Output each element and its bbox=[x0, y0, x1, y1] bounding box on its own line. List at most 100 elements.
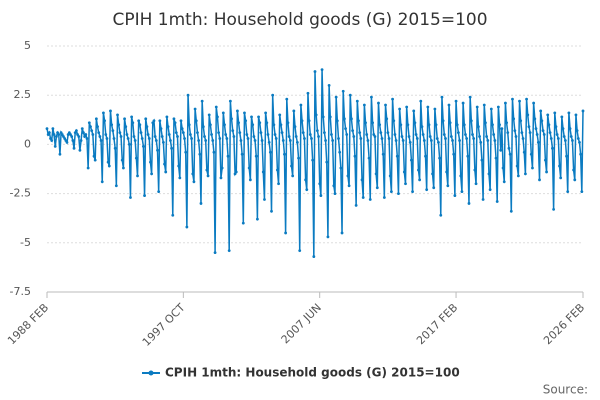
point bbox=[573, 178, 577, 182]
point bbox=[256, 217, 259, 221]
point bbox=[327, 83, 331, 87]
point bbox=[516, 174, 520, 178]
point bbox=[515, 164, 519, 168]
point bbox=[47, 131, 51, 134]
point bbox=[358, 131, 362, 134]
series-line bbox=[46, 69, 584, 257]
point bbox=[360, 178, 364, 182]
point bbox=[367, 156, 371, 160]
point bbox=[496, 105, 500, 109]
point bbox=[124, 125, 128, 129]
point bbox=[291, 174, 295, 178]
point bbox=[85, 137, 89, 140]
point bbox=[173, 121, 177, 125]
point bbox=[493, 139, 497, 142]
point bbox=[505, 121, 508, 125]
point bbox=[313, 70, 317, 73]
point bbox=[514, 135, 518, 138]
point bbox=[499, 148, 503, 152]
point bbox=[80, 127, 84, 131]
point bbox=[556, 137, 560, 140]
point bbox=[295, 141, 299, 144]
point bbox=[193, 107, 197, 111]
point bbox=[77, 135, 81, 138]
point bbox=[308, 133, 312, 136]
point bbox=[518, 99, 521, 103]
point bbox=[325, 160, 329, 164]
point bbox=[365, 133, 369, 136]
legend-label: CPIH 1mth: Household goods (G) 2015=100 bbox=[165, 366, 460, 380]
point bbox=[481, 198, 485, 201]
point bbox=[223, 123, 226, 127]
point bbox=[441, 119, 445, 123]
point bbox=[198, 152, 202, 156]
point bbox=[488, 188, 492, 192]
point bbox=[199, 202, 203, 205]
point bbox=[119, 135, 123, 138]
point bbox=[280, 131, 284, 134]
point bbox=[457, 131, 460, 134]
point bbox=[391, 97, 394, 101]
point bbox=[407, 135, 411, 138]
point bbox=[131, 121, 135, 125]
point bbox=[361, 196, 365, 199]
point bbox=[264, 111, 268, 115]
point bbox=[287, 135, 291, 138]
point bbox=[555, 133, 559, 136]
point bbox=[292, 109, 296, 113]
point bbox=[433, 107, 437, 111]
point bbox=[91, 133, 95, 136]
point bbox=[494, 156, 498, 160]
point bbox=[526, 113, 530, 117]
point bbox=[429, 139, 433, 142]
point bbox=[520, 131, 524, 134]
point bbox=[96, 125, 99, 129]
point bbox=[574, 113, 578, 117]
point bbox=[445, 170, 449, 174]
point bbox=[531, 166, 534, 170]
point bbox=[467, 202, 471, 205]
point bbox=[519, 119, 523, 123]
point bbox=[310, 137, 313, 140]
point bbox=[399, 123, 403, 127]
point bbox=[127, 143, 131, 146]
point bbox=[84, 133, 88, 136]
point bbox=[378, 123, 382, 127]
point bbox=[332, 184, 336, 188]
point bbox=[415, 137, 419, 140]
point bbox=[106, 160, 110, 164]
point bbox=[500, 127, 504, 131]
point bbox=[393, 133, 397, 136]
point bbox=[275, 168, 279, 172]
point bbox=[546, 113, 550, 117]
point bbox=[273, 133, 277, 136]
chart-title: CPIH 1mth: Household goods (G) 2015=100 bbox=[112, 10, 487, 30]
point bbox=[253, 139, 257, 142]
point bbox=[219, 176, 223, 180]
point bbox=[259, 131, 263, 134]
point bbox=[347, 184, 351, 188]
point bbox=[552, 207, 556, 211]
x-tick-label: 2017 FEB bbox=[414, 301, 460, 347]
point bbox=[330, 133, 333, 136]
y-tick-label: 5 bbox=[24, 39, 31, 52]
point bbox=[346, 174, 350, 178]
point bbox=[579, 152, 583, 156]
point bbox=[79, 139, 83, 142]
point bbox=[260, 139, 264, 142]
point bbox=[581, 109, 585, 113]
point bbox=[474, 182, 478, 186]
point bbox=[270, 209, 273, 213]
point bbox=[317, 135, 320, 138]
y-tick-label: 2.5 bbox=[14, 88, 32, 101]
point bbox=[307, 119, 311, 123]
point bbox=[352, 135, 356, 138]
point bbox=[506, 131, 510, 134]
point bbox=[469, 119, 473, 123]
point bbox=[525, 97, 528, 101]
point bbox=[179, 119, 183, 123]
point bbox=[278, 113, 282, 117]
point bbox=[102, 111, 105, 115]
point bbox=[384, 103, 387, 107]
point bbox=[192, 180, 196, 184]
